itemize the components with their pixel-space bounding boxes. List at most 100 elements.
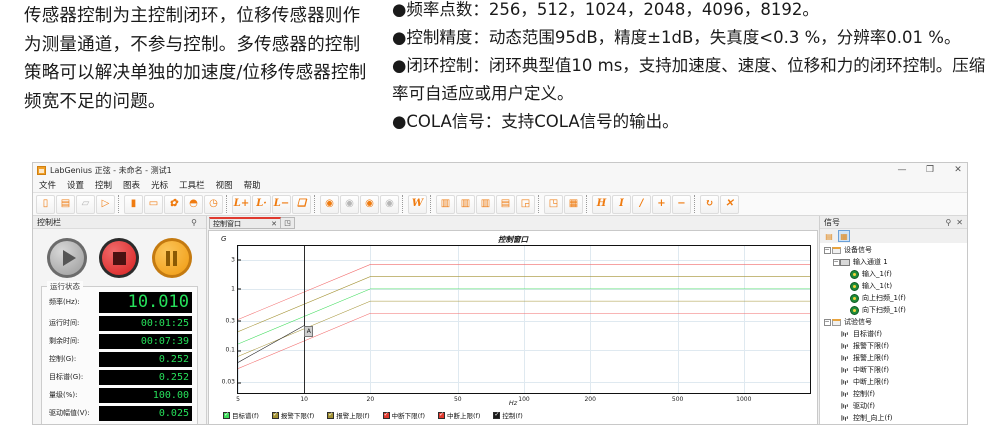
- signal-save-icon[interactable]: ▤: [825, 231, 833, 241]
- refresh-icon[interactable]: ↻: [700, 194, 719, 214]
- level-hold-icon[interactable]: L·: [252, 194, 271, 214]
- menu-settings[interactable]: 设置: [67, 181, 85, 191]
- settings-gear-icon[interactable]: ✿: [164, 194, 183, 214]
- start-button[interactable]: [47, 238, 88, 278]
- play-icon: [62, 250, 76, 266]
- schedule-clock-icon[interactable]: ◷: [204, 194, 223, 214]
- cursor-vertical-icon[interactable]: I: [612, 194, 631, 214]
- legend-item[interactable]: ✓ 中断上限(f): [438, 410, 480, 420]
- pin-icon[interactable]: ⚲: [191, 217, 197, 227]
- data-table-icon[interactable]: ▤: [496, 194, 515, 214]
- chart-cursor-line[interactable]: [304, 246, 306, 393]
- toolbar-separator: [694, 195, 697, 213]
- menu-cursor[interactable]: 光标: [151, 181, 169, 191]
- layout-2-icon-glyph: ▥: [460, 198, 471, 209]
- layout-1-icon[interactable]: ▥: [436, 194, 455, 214]
- signal-tree[interactable]: − 设备信号 − 输入通道 1 输入_1(f) 输入_1(t) 向上扫频_1(f) 向下扫频_…: [820, 243, 967, 424]
- zoom-out-icon-glyph: −: [677, 198, 686, 209]
- cursor-horizontal-icon[interactable]: H: [592, 194, 611, 214]
- legend-item[interactable]: ✓ 报警下限(f): [271, 410, 314, 420]
- stop-button[interactable]: [99, 238, 140, 278]
- close-button[interactable]: ✕: [954, 165, 962, 175]
- tab-dock-icon[interactable]: ◳: [281, 217, 295, 229]
- signal-tree-item[interactable]: 中断上限(f): [823, 376, 967, 388]
- legend-checkbox[interactable]: ✓: [223, 411, 230, 419]
- expand-collapse-icon[interactable]: −: [823, 246, 831, 254]
- signal-tree-item[interactable]: 中断下限(f): [823, 364, 967, 376]
- level-up-icon[interactable]: L+: [232, 194, 251, 214]
- chart-cursor-marker[interactable]: A: [304, 325, 314, 337]
- trend-icon[interactable]: ◲: [516, 194, 535, 214]
- signal-list-icon[interactable]: ▦: [838, 230, 850, 242]
- status-label: 频率(Hz):: [49, 298, 80, 306]
- copy-test-icon[interactable]: ❏: [292, 194, 311, 214]
- pause-button[interactable]: [151, 238, 192, 278]
- legend-checkbox[interactable]: ✓: [382, 411, 390, 419]
- menu-toolbar[interactable]: 工具栏: [179, 181, 205, 191]
- tree-expander[interactable]: −: [823, 246, 831, 254]
- run-sine-icon[interactable]: ◉: [320, 194, 339, 214]
- signal-tree-item[interactable]: 控制_向上(f): [823, 412, 967, 424]
- chart-canvas[interactable]: 控制窗口 G 5 10 20 50 100 200 500 1000 0.03 0.1 0.3 1 3 A…: [208, 230, 818, 424]
- maximize-button[interactable]: ❐: [925, 165, 935, 175]
- legend-item[interactable]: ✓ 中断下限(f): [382, 410, 425, 420]
- signal-tree-item[interactable]: − 设备信号: [823, 244, 967, 256]
- reset-zoom-icon[interactable]: ✕: [720, 194, 739, 214]
- tab-control-window[interactable]: 控制窗口 ✕: [209, 217, 281, 229]
- shaker-icon[interactable]: ◓: [184, 194, 203, 214]
- word-report-icon[interactable]: W: [408, 194, 427, 214]
- menu-file[interactable]: 文件: [39, 181, 57, 191]
- legend-checkbox[interactable]: ✓: [438, 411, 445, 419]
- status-row: 频率(Hz): 10.010: [47, 291, 192, 313]
- legend-item[interactable]: ✓ 控制(f): [493, 410, 523, 420]
- minimize-button[interactable]: —: [897, 165, 907, 175]
- print-icon[interactable]: ▮: [124, 194, 143, 214]
- save-icon[interactable]: ▤: [56, 194, 75, 214]
- signal-tree-item[interactable]: 目标谱(f): [823, 328, 967, 340]
- menu-help[interactable]: 帮助: [243, 181, 261, 191]
- chart-plot-area[interactable]: 5 10 20 50 100 200 500 1000 0.03 0.1 0.3 1 3 A: [222, 245, 811, 403]
- legend-item[interactable]: ✓ 目标谱(f): [223, 410, 259, 420]
- legend-checkbox[interactable]: ✓: [271, 411, 279, 419]
- tree-expander[interactable]: −: [832, 258, 840, 266]
- signals-pin-icon[interactable]: ⚲: [945, 217, 952, 227]
- toolbar-separator: [314, 195, 317, 213]
- signal-tree-item[interactable]: 向下扫频_1(f): [823, 304, 967, 316]
- export-icon[interactable]: ▷: [96, 194, 115, 214]
- signal-tree-item[interactable]: 报警上限(f): [823, 352, 967, 364]
- signal-tree-item[interactable]: 驱动(f): [823, 400, 967, 412]
- signal-tree-item[interactable]: 报警下限(f): [823, 340, 967, 352]
- tree-expander[interactable]: −: [823, 318, 831, 326]
- signals-close-icon[interactable]: ✕: [956, 217, 963, 227]
- data-table-icon-glyph: ▤: [500, 198, 511, 209]
- folder-icon: [831, 318, 841, 327]
- level-hold-icon-glyph: L·: [256, 198, 267, 209]
- new-file-icon[interactable]: ▯: [36, 194, 55, 214]
- tab-close-icon[interactable]: ✕: [271, 219, 277, 228]
- signal-tree-item[interactable]: 输入_1(t): [823, 280, 967, 292]
- legend-item[interactable]: ✓ 报警上限(f): [327, 410, 370, 420]
- signal-tree-item[interactable]: − 输入通道 1: [823, 256, 967, 268]
- menu-control[interactable]: 控制: [95, 181, 113, 191]
- signal-tree-item[interactable]: 控制(f): [823, 388, 967, 400]
- layout-2-icon[interactable]: ▥: [456, 194, 475, 214]
- signal-tree-item[interactable]: 输入_1(f): [823, 268, 967, 280]
- expand-collapse-icon[interactable]: −: [823, 318, 831, 326]
- expand-collapse-icon[interactable]: −: [832, 258, 840, 266]
- tile-windows-icon[interactable]: ◳: [544, 194, 563, 214]
- legend-checkbox[interactable]: ✓: [327, 411, 335, 419]
- report-icon[interactable]: ▭: [144, 194, 163, 214]
- resume-sine-icon[interactable]: ◉: [360, 194, 379, 214]
- cursor-slope-icon[interactable]: /: [632, 194, 651, 214]
- layout-3-icon[interactable]: ▥: [476, 194, 495, 214]
- legend-checkbox[interactable]: ✓: [493, 411, 501, 419]
- zoom-in-icon[interactable]: +: [652, 194, 671, 214]
- level-down-icon[interactable]: L−: [272, 194, 291, 214]
- signal-tree-item[interactable]: − 试验信号: [823, 316, 967, 328]
- grid-windows-icon[interactable]: ▦: [564, 194, 583, 214]
- menu-chart[interactable]: 图表: [123, 181, 141, 191]
- menu-view[interactable]: 视图: [215, 181, 233, 191]
- control-panel-header: 控制栏 ⚲: [33, 216, 206, 229]
- zoom-out-icon[interactable]: −: [672, 194, 691, 214]
- signal-tree-item[interactable]: 向上扫频_1(f): [823, 292, 967, 304]
